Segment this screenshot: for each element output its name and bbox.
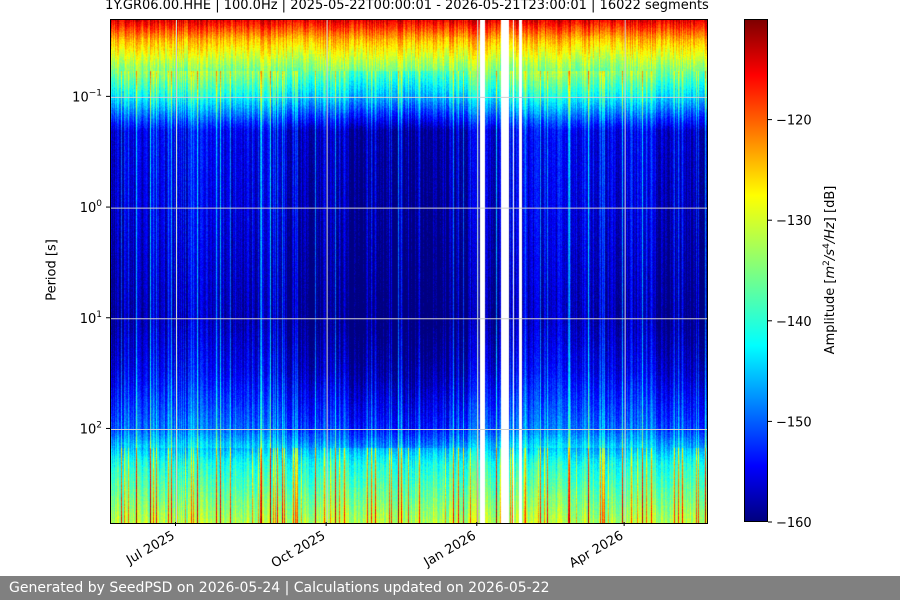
colorbar-label: Amplitude [m2/s4/Hz] [dB] [822, 186, 838, 355]
x-tick-label: Apr 2026 [567, 528, 626, 571]
colorbar-label-prefix: Amplitude [ [823, 278, 839, 355]
colorbar-label-hz: /Hz [823, 222, 839, 244]
grid-lines [111, 20, 707, 523]
x-tick-label: Jul 2025 [123, 528, 177, 568]
colorbar-tick-label: −120 [776, 114, 812, 129]
y-tick-label: 10−1 [72, 88, 102, 105]
spectrogram-plot-area [110, 19, 708, 524]
colorbar-tick-label: −150 [776, 415, 812, 430]
colorbar-label-m: m [823, 265, 839, 279]
footer-bar: Generated by SeedPSD on 2026-05-24 | Cal… [0, 576, 900, 600]
x-tick-label: Jan 2026 [421, 528, 479, 570]
colorbar-tick-label: −130 [776, 214, 812, 229]
y-tick-label: 100 [80, 199, 103, 216]
colorbar-label-sup-4: 4 [821, 243, 832, 249]
colorbar-tick-label: −160 [776, 516, 812, 531]
y-axis-label: Period [s] [44, 239, 60, 301]
y-tick-label: 102 [80, 420, 102, 437]
chart-title: 1Y.GR06.00.HHE | 100.0Hz | 2025-05-22T00… [105, 0, 709, 13]
colorbar [744, 19, 768, 522]
colorbar-tick-label: −140 [776, 315, 812, 330]
spectrogram-heatmap [111, 20, 707, 523]
colorbar-label-suffix: ] [dB] [823, 185, 839, 223]
x-tick-label: Oct 2025 [269, 528, 328, 571]
colorbar-label-s: /s [823, 248, 839, 261]
colorbar-label-sup-2: 2 [821, 260, 832, 266]
y-tick-label: 101 [80, 310, 102, 327]
